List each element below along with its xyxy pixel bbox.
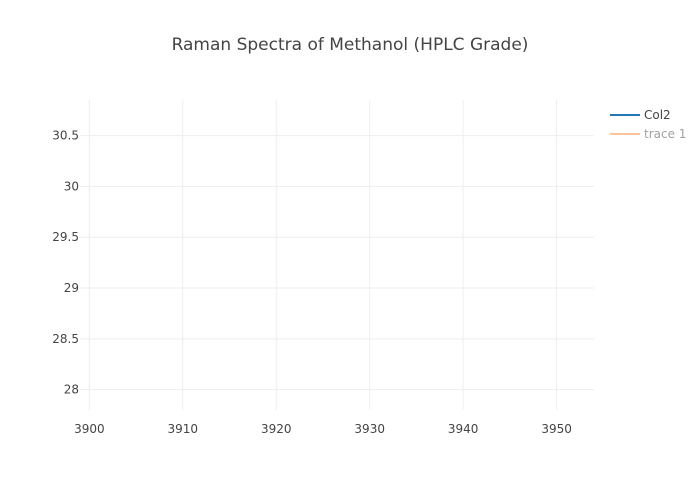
x-tick-label: 3920	[261, 422, 292, 436]
y-axis: 28 28.5 29 29.5 30 30.5	[52, 129, 79, 397]
legend[interactable]: Col2 trace 1	[610, 108, 686, 141]
x-tick-label: 3940	[448, 422, 479, 436]
y-tick-label: 28.5	[52, 332, 79, 346]
chart-title: Raman Spectra of Methanol (HPLC Grade)	[172, 35, 529, 55]
y-tick-label: 29	[64, 281, 79, 295]
y-tick-label: 30	[64, 179, 79, 193]
legend-label: Col2	[644, 108, 671, 122]
x-axis: 3900 3910 3920 3930 3940 3950	[74, 422, 572, 436]
legend-item[interactable]: trace 1	[610, 127, 686, 141]
grid-layer	[80, 100, 594, 410]
y-tick-label: 28	[64, 383, 79, 397]
legend-item[interactable]: Col2	[610, 108, 671, 122]
x-tick-label: 3950	[541, 422, 572, 436]
y-tick-label: 30.5	[52, 129, 79, 143]
x-tick-label: 3900	[74, 422, 105, 436]
legend-label: trace 1	[644, 127, 686, 141]
x-tick-label: 3910	[168, 422, 199, 436]
y-tick-label: 29.5	[52, 230, 79, 244]
x-tick-label: 3930	[354, 422, 385, 436]
